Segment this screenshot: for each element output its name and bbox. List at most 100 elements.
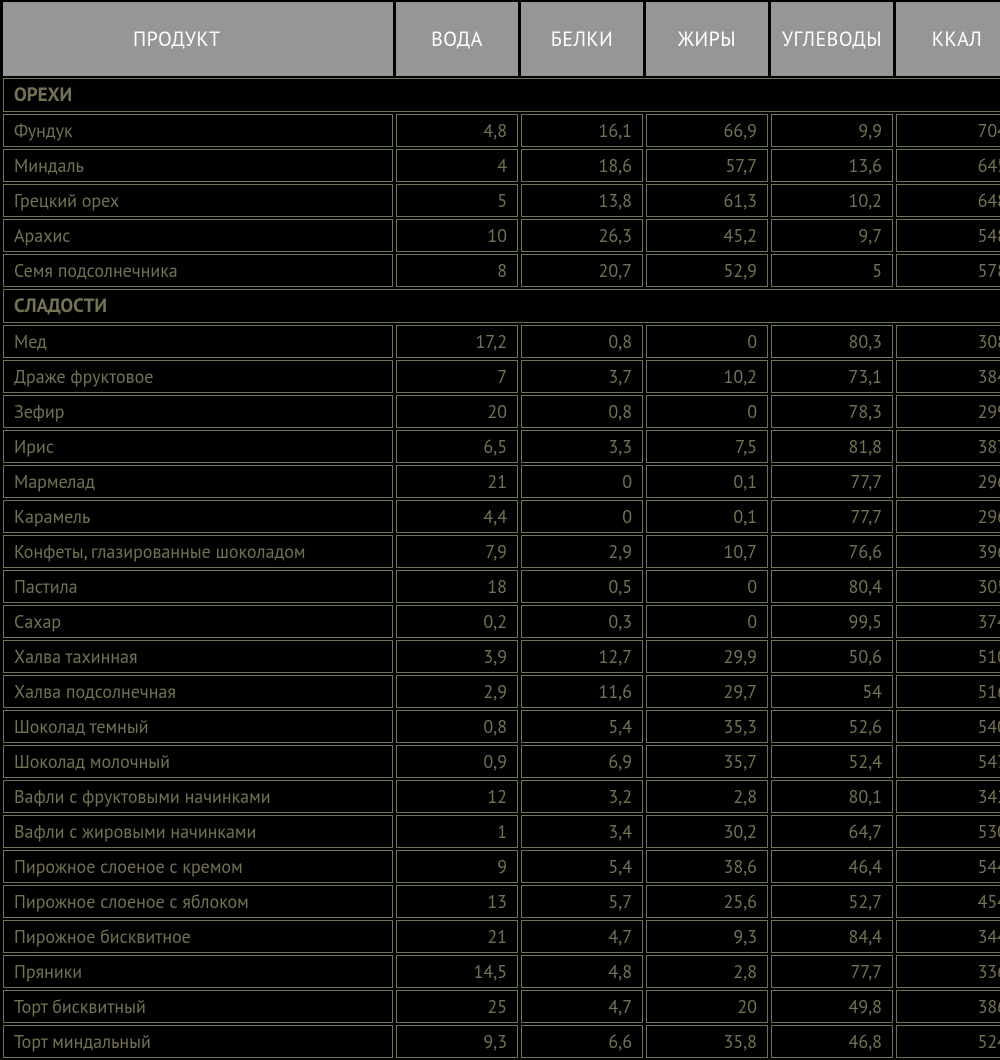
cell-carbs: 84,4 [771, 920, 893, 953]
cell-water: 0,9 [396, 745, 518, 778]
cell-water: 21 [396, 465, 518, 498]
cell-fat: 0 [646, 395, 768, 428]
col-header-product: ПРОДУКТ [3, 2, 393, 76]
cell-fat: 25,6 [646, 885, 768, 918]
cell-protein: 5,4 [521, 850, 643, 883]
cell-water: 9,3 [396, 1025, 518, 1058]
cell-fat: 52,9 [646, 254, 768, 287]
table-row: Зефир200,8078,3299 [3, 395, 1000, 428]
cell-product: Драже фруктовое [3, 360, 393, 393]
cell-fat: 61,3 [646, 184, 768, 217]
cell-kcal: 704 [896, 114, 1000, 147]
table-row: Пирожное слоеное с яблоком135,725,652,74… [3, 885, 1000, 918]
cell-kcal: 344 [896, 920, 1000, 953]
cell-protein: 11,6 [521, 675, 643, 708]
cell-carbs: 46,4 [771, 850, 893, 883]
cell-protein: 0,5 [521, 570, 643, 603]
cell-kcal: 308 [896, 325, 1000, 358]
cell-product: Шоколад темный [3, 710, 393, 743]
cell-water: 10 [396, 219, 518, 252]
cell-water: 21 [396, 920, 518, 953]
table-row: Пирожное слоеное с кремом95,438,646,4544 [3, 850, 1000, 883]
cell-water: 4,4 [396, 500, 518, 533]
cell-kcal: 645 [896, 149, 1000, 182]
cell-carbs: 52,4 [771, 745, 893, 778]
table-row: Арахис1026,345,29,7548 [3, 219, 1000, 252]
cell-kcal: 524 [896, 1025, 1000, 1058]
cell-water: 12 [396, 780, 518, 813]
table-row: Вафли с фруктовыми начинками123,22,880,1… [3, 780, 1000, 813]
cell-protein: 26,3 [521, 219, 643, 252]
table-row: Шоколад темный0,85,435,352,6540 [3, 710, 1000, 743]
cell-fat: 30,2 [646, 815, 768, 848]
table-row: Мармелад2100,177,7296 [3, 465, 1000, 498]
cell-carbs: 5 [771, 254, 893, 287]
cell-kcal: 305 [896, 570, 1000, 603]
cell-carbs: 77,7 [771, 500, 893, 533]
cell-water: 4,8 [396, 114, 518, 147]
section-row: ОРЕХИ [3, 78, 1000, 112]
cell-fat: 0 [646, 605, 768, 638]
table-header: ПРОДУКТ ВОДА БЕЛКИ ЖИРЫ УГЛЕВОДЫ ККАЛ [3, 2, 1000, 76]
cell-product: Пирожное бисквитное [3, 920, 393, 953]
cell-kcal: 387 [896, 430, 1000, 463]
table-row: Торт миндальный9,36,635,846,8524 [3, 1025, 1000, 1058]
cell-carbs: 13,6 [771, 149, 893, 182]
cell-protein: 6,6 [521, 1025, 643, 1058]
cell-product: Пряники [3, 955, 393, 988]
cell-product: Семя подсолнечника [3, 254, 393, 287]
cell-protein: 3,4 [521, 815, 643, 848]
cell-carbs: 64,7 [771, 815, 893, 848]
cell-protein: 3,7 [521, 360, 643, 393]
col-header-carbs: УГЛЕВОДЫ [771, 2, 893, 76]
cell-water: 9 [396, 850, 518, 883]
cell-water: 7,9 [396, 535, 518, 568]
cell-fat: 35,8 [646, 1025, 768, 1058]
cell-water: 3,9 [396, 640, 518, 673]
table-body: ОРЕХИФундук4,816,166,99,9704Миндаль418,6… [3, 78, 1000, 1058]
cell-protein: 12,7 [521, 640, 643, 673]
cell-protein: 5,4 [521, 710, 643, 743]
cell-carbs: 9,7 [771, 219, 893, 252]
cell-fat: 0 [646, 325, 768, 358]
table-row: Драже фруктовое73,710,273,1384 [3, 360, 1000, 393]
cell-protein: 16,1 [521, 114, 643, 147]
cell-carbs: 78,3 [771, 395, 893, 428]
cell-fat: 0,1 [646, 465, 768, 498]
cell-product: Пирожное слоеное с яблоком [3, 885, 393, 918]
cell-water: 2,9 [396, 675, 518, 708]
cell-fat: 10,2 [646, 360, 768, 393]
col-header-water: ВОДА [396, 2, 518, 76]
table-row: Карамель4,400,177,7296 [3, 500, 1000, 533]
table-row: Халва подсолнечная2,911,629,754516 [3, 675, 1000, 708]
table-row: Грецкий орех513,861,310,2648 [3, 184, 1000, 217]
cell-protein: 0,3 [521, 605, 643, 638]
cell-kcal: 548 [896, 219, 1000, 252]
cell-carbs: 80,4 [771, 570, 893, 603]
cell-kcal: 296 [896, 465, 1000, 498]
cell-product: Мед [3, 325, 393, 358]
cell-kcal: 547 [896, 745, 1000, 778]
cell-fat: 57,7 [646, 149, 768, 182]
cell-protein: 0,8 [521, 395, 643, 428]
cell-water: 14,5 [396, 955, 518, 988]
cell-water: 1 [396, 815, 518, 848]
cell-kcal: 540 [896, 710, 1000, 743]
cell-fat: 10,7 [646, 535, 768, 568]
cell-water: 20 [396, 395, 518, 428]
cell-product: Халва тахинная [3, 640, 393, 673]
cell-protein: 3,3 [521, 430, 643, 463]
cell-fat: 38,6 [646, 850, 768, 883]
cell-kcal: 454 [896, 885, 1000, 918]
cell-product: Миндаль [3, 149, 393, 182]
table-row: Халва тахинная3,912,729,950,6510 [3, 640, 1000, 673]
cell-product: Пастила [3, 570, 393, 603]
cell-fat: 35,3 [646, 710, 768, 743]
cell-fat: 35,7 [646, 745, 768, 778]
cell-protein: 0 [521, 500, 643, 533]
cell-water: 5 [396, 184, 518, 217]
cell-carbs: 50,6 [771, 640, 893, 673]
cell-carbs: 76,6 [771, 535, 893, 568]
cell-kcal: 648 [896, 184, 1000, 217]
cell-product: Пирожное слоеное с кремом [3, 850, 393, 883]
